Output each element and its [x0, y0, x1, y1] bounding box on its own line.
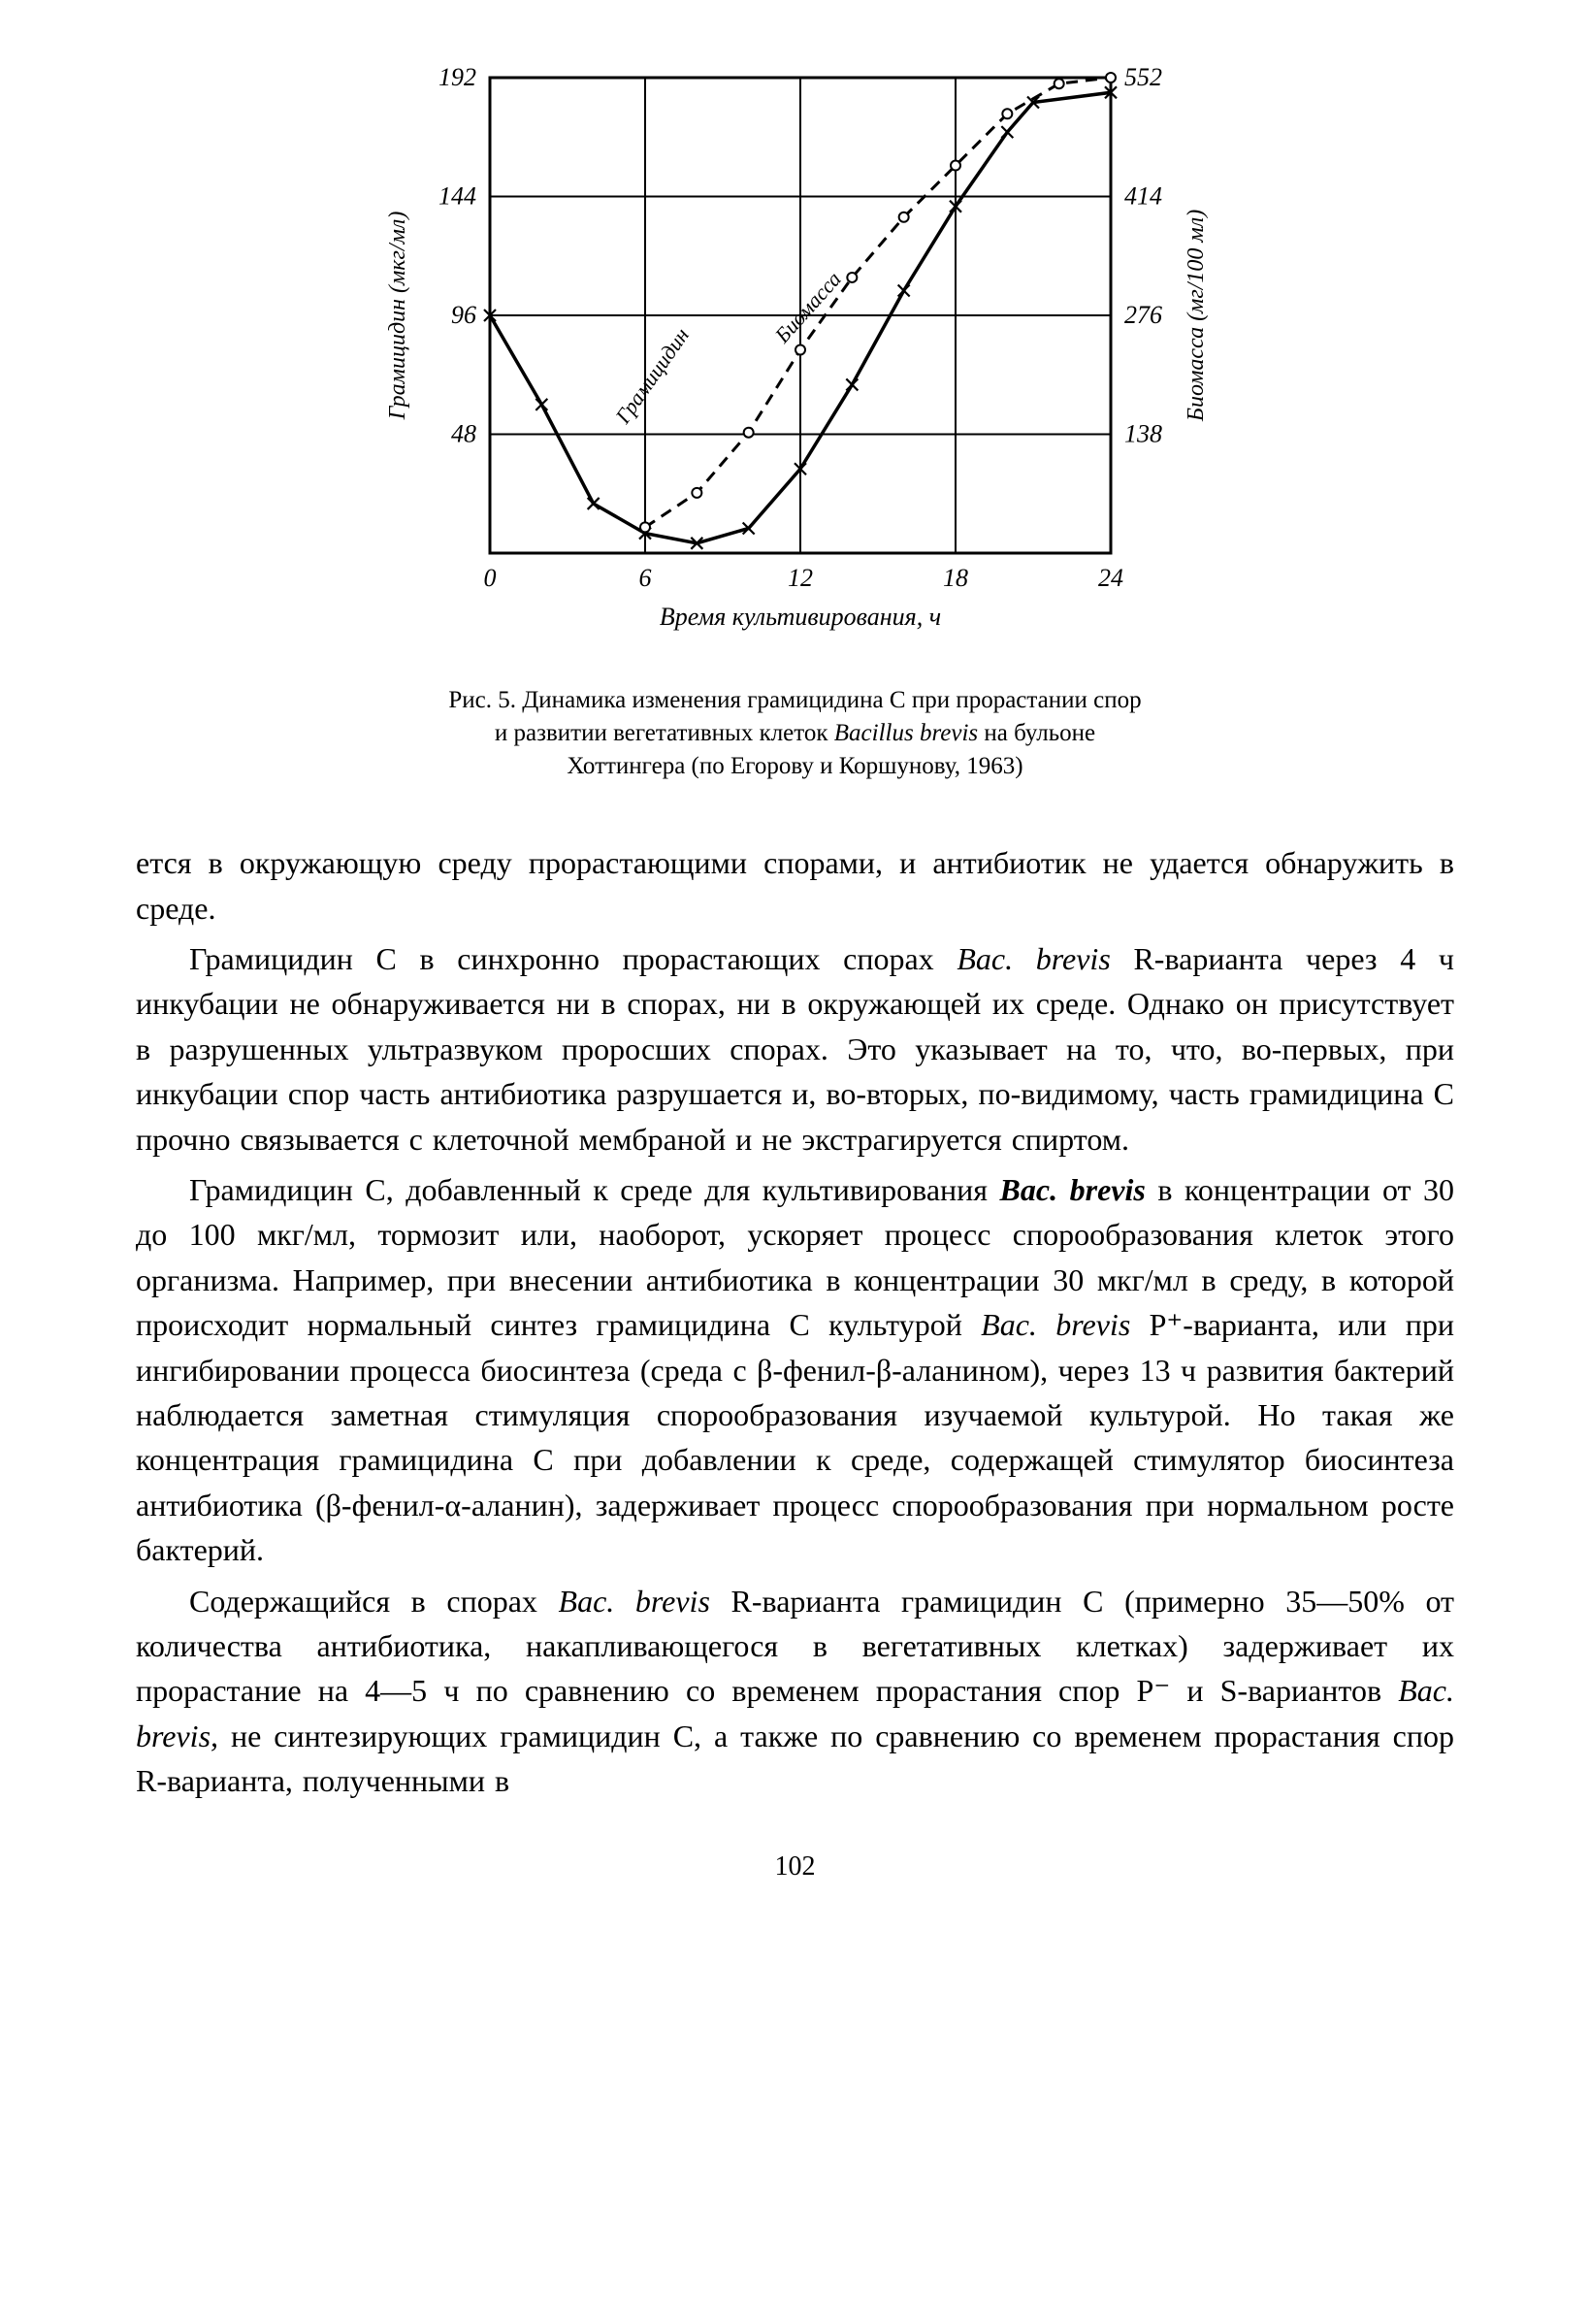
svg-text:48: 48 — [451, 420, 476, 448]
svg-text:96: 96 — [451, 301, 476, 329]
svg-text:192: 192 — [438, 63, 476, 91]
svg-text:12: 12 — [788, 564, 813, 592]
caption-species: Bacillus brevis — [834, 720, 978, 746]
body-text: ется в окружающую среду прорастающими сп… — [136, 840, 1454, 1803]
page-number: 102 — [136, 1851, 1454, 1882]
figure-caption: Рис. 5. Динамика изменения грамицидина С… — [446, 684, 1145, 782]
svg-text:Грамицидин: Грамицидин — [609, 323, 693, 429]
chart-svg: 0 6 12 18 24 Время культивирования, ч 48 96 144 1… — [364, 58, 1227, 650]
paragraph: Содержащийся в спорах Bac. brevis R-вари… — [136, 1579, 1454, 1804]
figure-container: 0 6 12 18 24 Время культивирования, ч 48 96 144 1… — [364, 58, 1227, 655]
svg-text:138: 138 — [1124, 420, 1162, 448]
text-segment: ется в окружающую среду прорастающими сп… — [136, 845, 1454, 925]
svg-text:0: 0 — [483, 564, 496, 592]
paragraph: Грамицидин С в синхронно прорастающих сп… — [136, 936, 1454, 1162]
text-segment: Грамидицин С, добавленный к среде для ку… — [189, 1172, 1000, 1207]
paragraph: ется в окружающую среду прорастающими сп… — [136, 840, 1454, 931]
svg-text:414: 414 — [1124, 182, 1162, 211]
svg-text:144: 144 — [438, 182, 476, 211]
text-segment: Грамицидин С в синхронно прорастающих сп… — [189, 941, 957, 976]
svg-text:552: 552 — [1124, 63, 1162, 91]
svg-text:18: 18 — [943, 564, 968, 592]
text-segment: не синтезирующих грамицидин С, а также п… — [136, 1718, 1454, 1798]
svg-text:24: 24 — [1098, 564, 1123, 592]
text-segment: Bac. brevis — [957, 941, 1110, 976]
svg-text:Биомасса (мг/100 мл): Биомасса (мг/100 мл) — [1184, 210, 1209, 422]
svg-text:Биомасса: Биомасса — [768, 267, 845, 348]
text-segment: Bac. brevis — [559, 1584, 710, 1619]
text-segment: P⁺-варианта, или при ингибировании проце… — [136, 1307, 1454, 1567]
svg-text:6: 6 — [638, 564, 651, 592]
svg-text:Грамицидин (мкг/мл): Грамицидин (мкг/мл) — [385, 212, 410, 421]
text-segment: Bac. brevis — [1000, 1172, 1146, 1207]
svg-text:Время культивирования, ч: Время культивирования, ч — [659, 603, 940, 631]
text-segment: Содержащийся в спорах — [189, 1584, 559, 1619]
paragraph: Грамидицин С, добавленный к среде для ку… — [136, 1167, 1454, 1573]
svg-text:276: 276 — [1124, 301, 1162, 329]
text-segment: Bac. brevis — [981, 1307, 1130, 1342]
figure-area: 0 6 12 18 24 Время культивирования, ч 48 96 144 1… — [136, 58, 1454, 655]
